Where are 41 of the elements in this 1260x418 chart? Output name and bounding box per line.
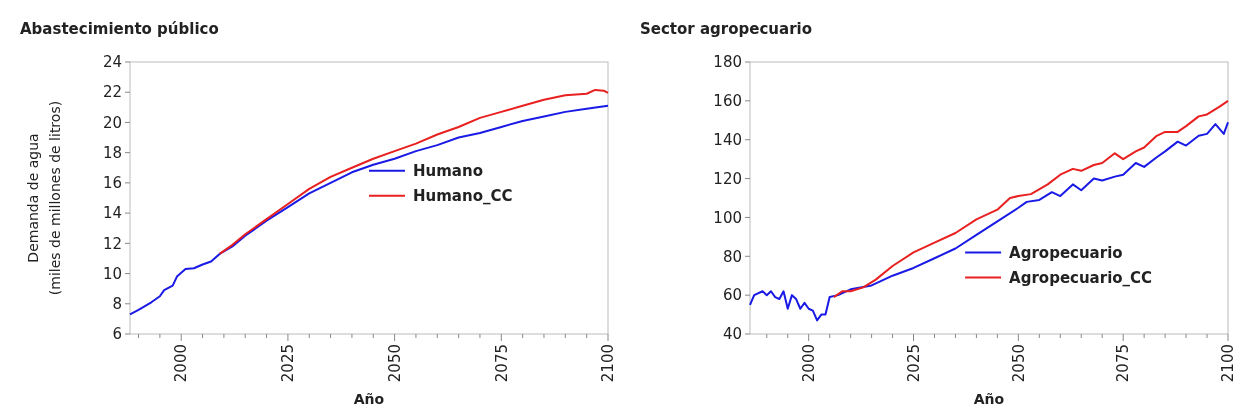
chart-title: Sector agropecuario (640, 20, 812, 38)
legend-label: Agropecuario (1009, 243, 1123, 262)
x-tick-label: 2075 (1114, 344, 1133, 383)
legend-label: Humano_CC (413, 187, 513, 206)
y-tick-label: 40 (722, 325, 742, 344)
y-tick-label: 60 (722, 286, 742, 305)
x-tick-label: 2100 (599, 344, 618, 383)
x-axis-title: Año (973, 391, 1005, 407)
y-tick-label: 22 (102, 83, 122, 102)
y-tick-label: 100 (713, 208, 742, 227)
y-tick-label: 20 (102, 113, 122, 132)
x-tick-label: 2100 (1219, 344, 1238, 383)
y-tick-label: 18 (102, 143, 122, 162)
y-tick-label: 8 (112, 295, 122, 314)
x-tick-label: 2000 (172, 344, 191, 383)
y-axis-title: Demanda de agua (miles de millones de litros) (25, 100, 63, 296)
x-tick-label: 2050 (385, 344, 404, 383)
y-tick-label: 120 (713, 169, 742, 188)
y-tick-label: 12 (102, 234, 122, 253)
y-tick-label: 80 (722, 247, 742, 266)
x-tick-label: 2050 (1009, 344, 1028, 383)
legend-label: Humano (413, 162, 483, 181)
y-tick-label: 140 (713, 130, 742, 149)
line-series (832, 99, 1229, 299)
x-tick-label: 2075 (492, 344, 511, 383)
y-tick-label: 24 (102, 53, 122, 72)
y-tick-label: 16 (102, 174, 122, 193)
line-series (129, 104, 609, 316)
legend-label: Agropecuario_CC (1009, 268, 1153, 287)
line-series (749, 121, 1229, 322)
x-tick-label: 2025 (279, 344, 298, 383)
x-tick-label: 2025 (904, 344, 923, 383)
y-tick-label: 10 (102, 264, 122, 283)
line-series (218, 88, 609, 255)
chart-title: Abastecimiento público (20, 20, 219, 38)
y-tick-label: 14 (102, 204, 122, 223)
y-tick-label: 160 (713, 92, 742, 111)
x-tick-label: 2000 (799, 344, 818, 383)
y-tick-label: 6 (112, 325, 122, 344)
y-tick-label: 180 (713, 53, 742, 72)
x-axis-title: Año (353, 391, 385, 407)
